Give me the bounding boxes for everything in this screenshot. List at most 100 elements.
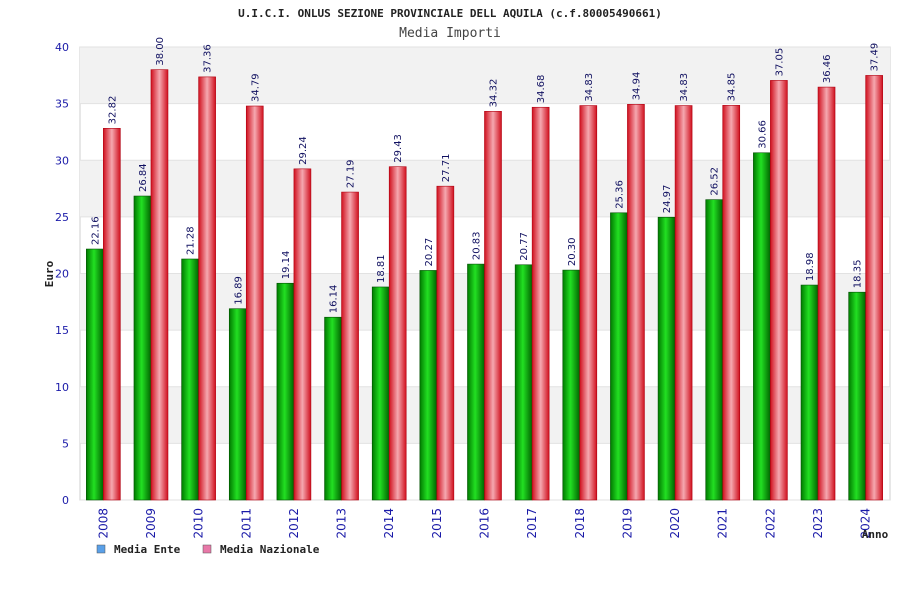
y-tick-label: 15 [55,324,69,337]
value-label-media-ente-2015: 20.27 [424,238,435,267]
value-label-media-ente-2008: 22.16 [90,216,101,245]
value-label-media-ente-2019: 25.36 [614,180,625,209]
bar-media-nazionale-2014 [388,166,407,501]
x-tick-label-2020: 2020 [668,508,682,539]
bar-media-ente-2008 [86,248,104,501]
value-label-media-nazionale-2015: 27.71 [441,154,452,183]
value-label-media-ente-2020: 24.97 [662,185,673,214]
x-tick-label-2008: 2008 [96,508,110,539]
bar-media-ente-2012 [276,282,295,501]
x-tick-label-2015: 2015 [430,508,444,539]
value-label-media-nazionale-2023: 36.46 [822,54,833,83]
y-axis-ticks: 0 5 10 15 20 25 30 35 40 [55,41,69,507]
bar-media-ente-2015 [419,270,438,501]
x-tick-label-2011: 2011 [239,508,253,539]
bars-group [86,69,883,501]
bar-media-ente-2024 [848,291,866,501]
bar-media-nazionale-2022 [770,80,788,501]
x-tick-label-2012: 2012 [287,508,301,539]
value-label-media-nazionale-2009: 38.00 [155,37,166,66]
x-tick-label-2014: 2014 [382,508,396,539]
bar-media-nazionale-2020 [674,105,693,501]
x-tick-label-2010: 2010 [192,508,206,539]
x-tick-label-2023: 2023 [811,508,825,539]
value-label-media-ente-2021: 26.52 [710,167,721,196]
value-label-media-ente-2011: 16.89 [233,276,244,305]
y-tick-label: 30 [55,154,69,167]
x-tick-label-2017: 2017 [525,508,539,539]
bar-media-nazionale-2021 [722,105,741,501]
value-label-media-ente-2022: 30.66 [757,120,768,149]
legend-label-media-nazionale: Media Nazionale [220,543,320,556]
y-tick-label: 40 [55,41,69,54]
legend-label-media-ente: Media Ente [114,543,181,556]
x-tick-label-2018: 2018 [573,508,587,539]
bar-media-ente-2014 [371,286,390,501]
x-tick-label-2022: 2022 [763,508,777,539]
y-tick-label: 0 [62,494,69,507]
value-label-media-ente-2012: 19.14 [281,251,292,280]
chart-subtitle: Media Importi [399,26,501,41]
x-tick-label-2024: 2024 [859,508,873,539]
value-labels-group: 22.16 32.82 26.84 38.00 21.28 37.36 16.89 34.79… [90,37,880,313]
value-label-media-ente-2017: 20.77 [519,232,530,261]
bar-media-nazionale-2016 [484,111,502,501]
bar-media-nazionale-2024 [865,75,883,501]
y-tick-label: 20 [55,268,69,281]
value-label-media-nazionale-2019: 34.94 [631,72,642,101]
bar-media-ente-2011 [228,308,247,501]
bar-media-ente-2009 [133,195,152,501]
value-label-media-nazionale-2017: 34.68 [536,75,547,104]
x-tick-label-2019: 2019 [620,508,634,539]
bar-media-nazionale-2013 [341,191,359,501]
value-label-media-nazionale-2012: 29.24 [298,136,309,165]
bar-media-nazionale-2023 [817,86,836,501]
value-label-media-nazionale-2011: 34.79 [250,73,261,102]
legend-swatch-media-nazionale [202,544,212,554]
value-label-media-ente-2023: 18.98 [805,252,816,281]
value-label-media-ente-2014: 18.81 [376,254,387,283]
value-label-media-ente-2018: 20.30 [567,237,578,266]
legend-swatch-media-ente [96,544,106,554]
x-axis-ticks: 2008 2009 2010 2011 2012 2013 2014 2015 2016 2017… [96,508,872,539]
bar-media-ente-2016 [467,263,485,501]
bar-media-ente-2010 [181,258,199,501]
value-label-media-nazionale-2024: 37.49 [870,43,881,72]
value-label-media-ente-2013: 16.14 [329,285,340,314]
bar-media-nazionale-2015 [436,185,455,501]
bar-media-ente-2020 [657,216,676,501]
x-axis-label: Anno [862,528,889,541]
legend: Media Ente Media Nazionale [96,543,320,556]
bar-media-nazionale-2012 [293,168,312,501]
bar-media-ente-2019 [610,212,628,501]
bar-media-ente-2017 [514,264,533,501]
value-label-media-nazionale-2021: 34.85 [727,73,738,102]
value-label-media-nazionale-2020: 34.83 [679,73,690,102]
bar-media-ente-2018 [562,269,581,501]
y-axis-label: Euro [43,260,56,287]
value-label-media-ente-2010: 21.28 [186,226,197,255]
value-label-media-nazionale-2018: 34.83 [584,73,595,102]
y-tick-label: 5 [62,437,69,450]
x-tick-label-2013: 2013 [335,508,349,539]
bar-media-ente-2013 [324,316,342,501]
bar-media-nazionale-2019 [627,104,645,501]
value-label-media-ente-2016: 20.83 [472,231,483,260]
chart-title: U.I.C.I. ONLUS SEZIONE PROVINCIALE DELL … [238,7,662,20]
bar-media-nazionale-2011 [245,105,264,501]
bar-media-ente-2022 [753,152,771,501]
bar-media-nazionale-2008 [103,128,121,501]
bar-media-ente-2021 [705,199,724,501]
y-tick-label: 35 [55,98,69,111]
bar-media-nazionale-2010 [198,76,216,501]
y-tick-label: 10 [55,381,69,394]
value-label-media-nazionale-2008: 32.82 [107,96,118,125]
x-tick-label-2009: 2009 [144,508,158,539]
bar-media-nazionale-2018 [579,105,598,501]
value-label-media-ente-2009: 26.84 [138,163,149,192]
value-label-media-nazionale-2016: 34.32 [489,79,500,108]
value-label-media-nazionale-2013: 27.19 [346,159,357,188]
value-label-media-nazionale-2014: 29.43 [393,134,404,163]
